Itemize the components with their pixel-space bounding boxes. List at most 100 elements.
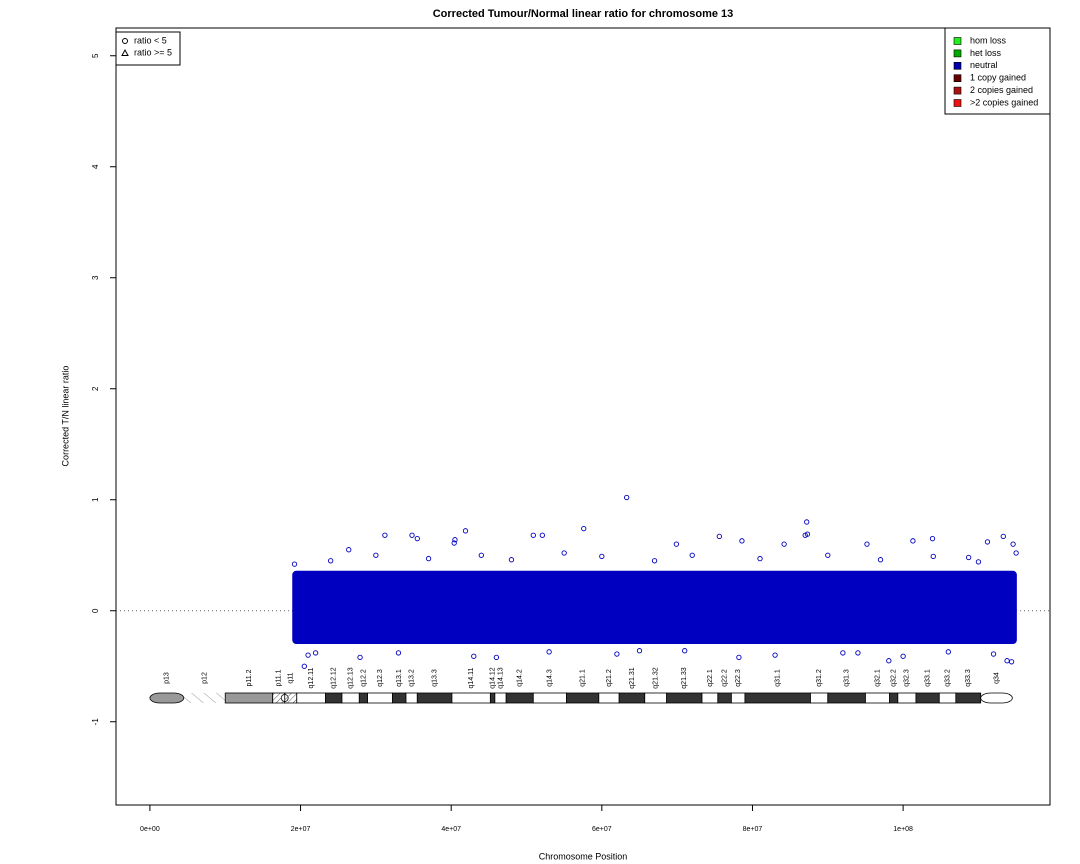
ideogram-band xyxy=(358,692,368,704)
y-tick-label: 0 xyxy=(91,608,100,613)
band-label: q31.1 xyxy=(775,669,782,687)
band-label: q32.2 xyxy=(891,669,898,687)
ideogram-band xyxy=(149,692,185,704)
x-tick-label: 1e+08 xyxy=(893,826,913,833)
legend-box xyxy=(115,31,181,66)
y-tick-label: 2 xyxy=(91,386,100,391)
band-label: q31.2 xyxy=(816,669,823,687)
point xyxy=(1008,659,1015,665)
point xyxy=(328,558,334,564)
point xyxy=(539,532,545,538)
point xyxy=(1010,541,1016,547)
ideogram-band xyxy=(915,692,940,704)
point xyxy=(312,650,319,656)
point xyxy=(739,538,745,544)
point xyxy=(757,555,763,562)
band-label: q22.2 xyxy=(721,669,728,687)
ideogram-band xyxy=(532,692,567,704)
band-label: q31.3 xyxy=(843,669,850,687)
ideogram-band xyxy=(730,692,746,704)
ideogram-band xyxy=(598,692,620,704)
point xyxy=(425,555,432,562)
ideogram-band xyxy=(827,692,866,704)
band-label: p11.1 xyxy=(276,669,283,686)
point xyxy=(651,558,658,564)
band-label: p13 xyxy=(164,672,171,684)
legend-swatch xyxy=(953,37,962,45)
ideogram-band xyxy=(889,692,899,704)
ideogram-band xyxy=(296,692,326,704)
point xyxy=(373,552,379,558)
point xyxy=(414,535,420,542)
band-label: q14.12 xyxy=(489,667,496,689)
point xyxy=(990,651,997,657)
ideogram-band xyxy=(744,692,811,704)
ideogram-band xyxy=(938,692,957,704)
x-tick-label: 2e+07 xyxy=(291,826,311,833)
chart-title: Corrected Tumour/Normal linear ratio for… xyxy=(433,8,734,20)
band-label: q11 xyxy=(288,672,295,683)
legend-swatch xyxy=(953,74,962,82)
ideogram-band xyxy=(416,692,453,704)
point xyxy=(409,532,415,538)
ideogram-band xyxy=(865,692,890,704)
legend-swatch xyxy=(953,61,962,70)
point xyxy=(291,561,298,567)
point xyxy=(736,654,742,661)
legend-label: 2 copies gained xyxy=(970,85,1033,95)
ideogram-band xyxy=(955,692,982,704)
point xyxy=(804,519,810,525)
x-tick-label: 0e+00 xyxy=(140,826,160,833)
band-label: p12 xyxy=(201,672,208,684)
point xyxy=(886,658,892,664)
point xyxy=(561,550,567,556)
band-label: q33.3 xyxy=(965,669,972,687)
point xyxy=(305,652,311,658)
ideogram-band xyxy=(341,692,360,704)
point xyxy=(471,653,477,659)
band-label: q13.1 xyxy=(396,669,403,687)
band-label: q12.11 xyxy=(308,667,315,688)
ideogram-band xyxy=(489,692,496,704)
ideogram-band xyxy=(566,692,600,704)
y-tick-label: 4 xyxy=(91,164,100,169)
ideogram-band xyxy=(224,692,274,704)
point xyxy=(451,540,457,546)
point xyxy=(395,650,402,656)
legend-label: >2 copies gained xyxy=(970,97,1038,107)
ideogram-band xyxy=(980,692,1013,704)
legend-swatch xyxy=(953,49,962,58)
band-label: q32.1 xyxy=(874,669,881,687)
point xyxy=(1000,533,1006,540)
point xyxy=(984,539,991,545)
ideogram-band xyxy=(451,692,491,704)
band-label: q21.32 xyxy=(653,667,660,689)
band-label: q14.11 xyxy=(468,667,475,688)
point xyxy=(945,649,951,655)
point xyxy=(840,650,846,656)
point xyxy=(877,557,884,563)
ideogram-band xyxy=(324,692,343,704)
point xyxy=(301,663,307,669)
band-label: q32.3 xyxy=(904,669,911,687)
band-label: q21.2 xyxy=(606,669,613,687)
point-cloud xyxy=(292,570,1017,645)
band-label: q14.2 xyxy=(517,669,524,687)
x-axis-label: Chromosome Position xyxy=(539,851,628,861)
y-axis-label: Corrected T/N linear ratio xyxy=(60,366,70,467)
point xyxy=(478,552,484,558)
legend-swatch xyxy=(953,86,962,95)
legend-box xyxy=(944,27,1051,115)
ideogram-band xyxy=(618,692,646,704)
point xyxy=(929,535,936,542)
point xyxy=(462,528,469,534)
band-label: q13.3 xyxy=(431,669,438,687)
band-label: q22.1 xyxy=(707,669,714,687)
point xyxy=(910,538,916,544)
point xyxy=(975,559,982,565)
ideogram-band xyxy=(701,692,719,704)
point xyxy=(1004,658,1010,664)
legend-label: hom loss xyxy=(970,35,1007,45)
point xyxy=(1013,550,1019,556)
band-label: q21.31 xyxy=(629,667,636,689)
